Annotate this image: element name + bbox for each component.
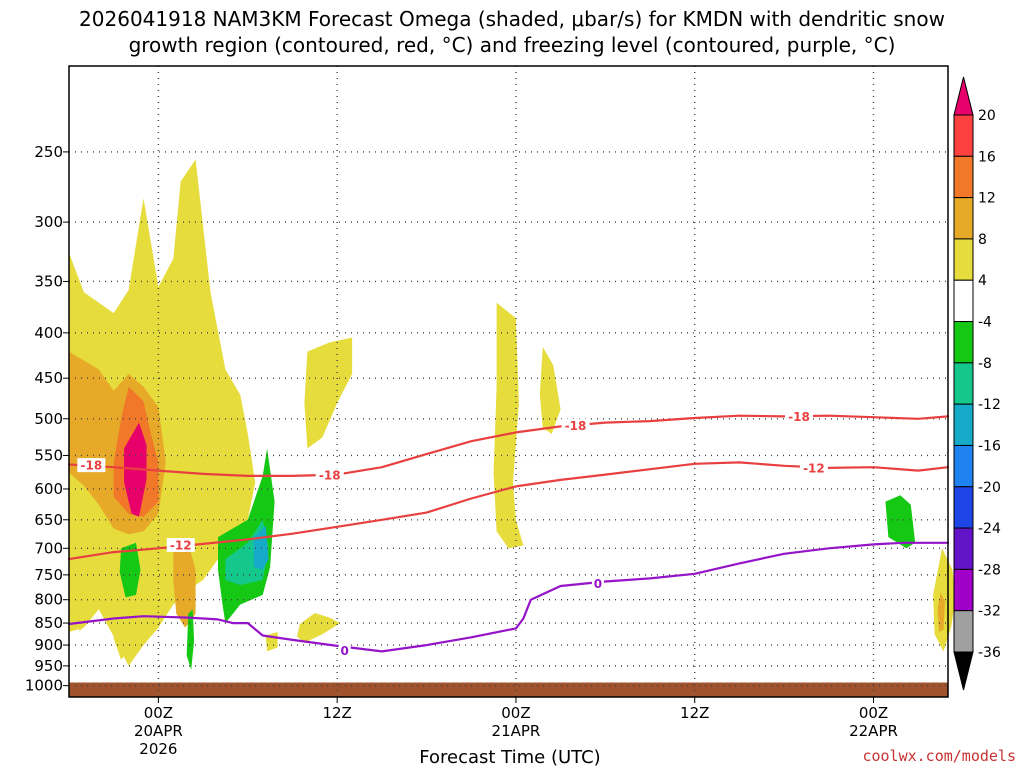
- omega-region-4: [173, 542, 196, 628]
- omega-region-8: [119, 542, 141, 598]
- contour-label-bg: [315, 468, 344, 483]
- omega-region-0: [69, 159, 256, 666]
- y-tick-label: 300: [34, 213, 63, 231]
- contour-label-bg: [338, 643, 351, 658]
- colorbar-segment-9: [953, 486, 974, 529]
- x-tick-year: 2026: [139, 740, 177, 758]
- colorbar-segment-11: [953, 568, 974, 612]
- colorbar-label: 8: [978, 232, 987, 248]
- chart-title-line-1: 2026041918 NAM3KM Forecast Omega (shaded…: [79, 7, 945, 31]
- contour-label: -18: [319, 469, 341, 483]
- contour-label-bg: [591, 576, 604, 591]
- omega-region-13: [113, 610, 136, 660]
- contour-label: -18: [81, 459, 103, 473]
- contour-labels: -18 -18 -18 -18 -12 -12 0 0: [77, 409, 828, 658]
- colorbar-segment-2: [953, 197, 974, 240]
- y-tick-label: 400: [34, 324, 63, 342]
- x-tick-label: 00Z: [144, 704, 173, 722]
- contour-line-0: [67, 414, 950, 477]
- contour-label: 0: [594, 577, 602, 591]
- colorbar-segment-5: [953, 321, 974, 364]
- contour-label-bg: [166, 537, 195, 552]
- chart-title-line-2: growth region (contoured, red, °C) and f…: [129, 33, 896, 57]
- grid-lines: [69, 66, 948, 697]
- colorbar-segment-10: [953, 527, 974, 570]
- y-tick-label: 800: [34, 591, 63, 609]
- colorbar-segment-4: [953, 279, 974, 323]
- colorbar-label: -4: [978, 315, 992, 331]
- omega-region-19: [937, 592, 945, 632]
- contour-label: 0: [340, 644, 348, 658]
- colorbar-label: -12: [978, 397, 1001, 413]
- colorbar-label: -24: [978, 521, 1001, 537]
- colorbar-label: -20: [978, 480, 1001, 496]
- colorbar-label: -32: [978, 604, 1001, 620]
- omega-region-18: [933, 548, 956, 652]
- x-tick-date: 21APR: [492, 722, 541, 740]
- contour-label: -12: [170, 538, 192, 552]
- omega-region-14: [76, 610, 87, 632]
- colorbar-label: 4: [978, 273, 987, 289]
- colorbar-bottom-arrow: [953, 651, 974, 691]
- contour-label: -12: [803, 461, 825, 475]
- colorbar-label: -8: [978, 356, 992, 372]
- contour-label: -18: [788, 410, 810, 424]
- y-tick-label: 650: [34, 511, 63, 529]
- y-tick-label: 550: [34, 446, 63, 464]
- contour-label-bg: [77, 458, 106, 473]
- colorbar-label: -28: [978, 562, 1001, 578]
- colorbar-segment-1: [953, 155, 974, 199]
- y-tick-label: 450: [34, 369, 63, 387]
- site-credit: coolwx.com/models: [862, 747, 1016, 765]
- colorbar-top-arrow: [953, 76, 974, 116]
- x-tick-label: 00Z: [501, 704, 530, 722]
- x-axis-title: Forecast Time (UTC): [419, 747, 600, 768]
- y-tick-label: 250: [34, 143, 63, 161]
- x-tick-date: 22APR: [849, 722, 898, 740]
- colorbar-label: -36: [978, 645, 1001, 661]
- plot-frame: [68, 65, 949, 698]
- contour-label-bg: [799, 460, 828, 475]
- omega-region-17: [885, 495, 916, 549]
- y-tick-label: 950: [34, 657, 63, 675]
- x-tick-label: 12Z: [322, 704, 351, 722]
- y-tick-label: 1000: [25, 677, 63, 695]
- omega-region-15: [493, 302, 524, 549]
- colorbar-label: 16: [978, 149, 996, 165]
- contour-label-bg: [561, 418, 590, 433]
- colorbar-label: 20: [978, 108, 996, 124]
- y-tick-label: 600: [34, 480, 63, 498]
- contour-label-bg: [785, 409, 814, 424]
- colorbar-segment-8: [953, 444, 974, 488]
- omega-region-9: [186, 609, 195, 670]
- y-tick-label: 850: [34, 614, 63, 632]
- omega-region-10: [304, 337, 353, 449]
- x-tick-label: 00Z: [859, 704, 888, 722]
- x-tick-label: 12Z: [680, 704, 709, 722]
- colorbar-label: 12: [978, 191, 996, 207]
- y-axis: 250 300 350 400 450 500 550 600 650 700 750 800 850 9…: [25, 143, 69, 695]
- colorbar-label: -16: [978, 438, 1001, 454]
- contour-line-2: [67, 541, 950, 653]
- y-tick-label: 350: [34, 272, 63, 290]
- colorbar-segment-7: [953, 403, 974, 446]
- ground-fill: [69, 682, 948, 697]
- y-tick-label: 700: [34, 539, 63, 557]
- x-tick-date: 20APR: [134, 722, 183, 740]
- contour-label: -18: [565, 419, 587, 433]
- y-tick-label: 750: [34, 566, 63, 584]
- ground-layer: [69, 682, 948, 697]
- colorbar-segment-12: [953, 610, 974, 653]
- y-tick-label: 500: [34, 410, 63, 428]
- omega-region-16: [539, 347, 561, 434]
- y-tick-label: 900: [34, 636, 63, 654]
- colorbar-segment-0: [953, 114, 974, 157]
- omega-region-11: [296, 613, 341, 643]
- colorbar-segment-6: [953, 362, 974, 405]
- colorbar: 20 16 12 8 4 -4 -8 -12 -16 -20 -24 -28 -32 -36: [953, 76, 1001, 691]
- colorbar-segment-3: [953, 238, 974, 281]
